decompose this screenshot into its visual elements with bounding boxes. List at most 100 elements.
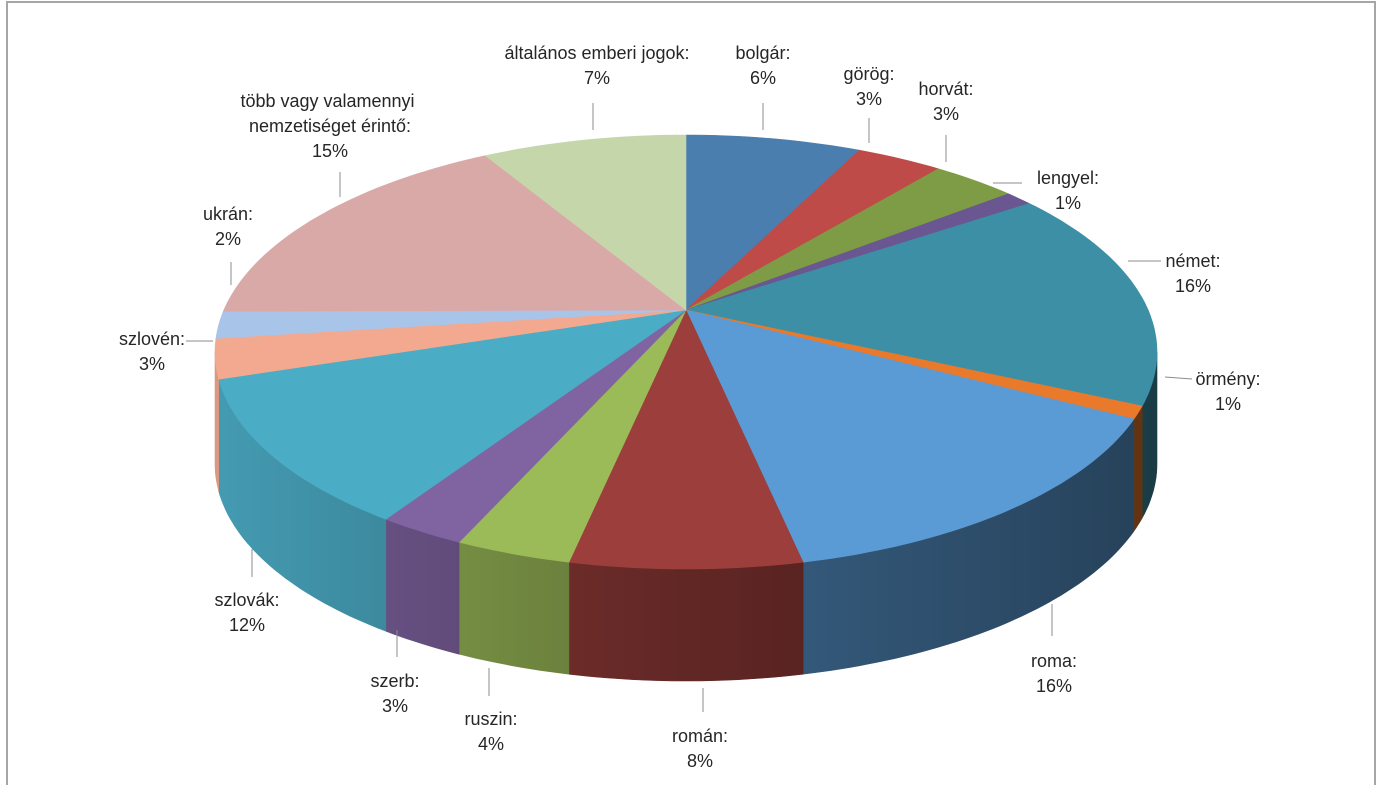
slice-side-ormeny (1133, 404, 1143, 533)
data-label-value: 12% (229, 615, 265, 635)
data-label-value-number: 16 (1036, 676, 1056, 696)
data-label-szloven: szlovén: 3% (119, 329, 185, 374)
data-label-value: 6% (750, 68, 776, 88)
data-label-roman: román: 8% (672, 726, 728, 771)
data-label-value: 3% (382, 696, 408, 716)
data-label-category: görög: (843, 64, 894, 84)
data-label-unit: % (488, 734, 504, 754)
data-label-value: 3% (856, 89, 882, 109)
data-label-category: román: (672, 726, 728, 746)
data-label-category-text: szlovák (214, 590, 275, 610)
slice-szloven (214, 309, 687, 380)
data-label-category: szerb: (370, 671, 419, 691)
slice-bolgar (685, 134, 860, 311)
slice-horvat (685, 168, 1009, 311)
slice-side-ruszin (458, 541, 570, 675)
slice-roma (685, 309, 1135, 563)
data-label-category-text: német (1165, 251, 1215, 271)
data-label-unit: % (225, 229, 241, 249)
data-label-category-text: horvát (918, 79, 968, 99)
data-label-lengyel: lengyel: 1% (1037, 168, 1099, 213)
slice-ruszin (458, 309, 687, 563)
data-label-value: 2% (215, 229, 241, 249)
data-label-value-number: 2 (215, 229, 225, 249)
slice-altalanos-emberi-jogok (485, 134, 687, 311)
data-label-value: 3% (139, 354, 165, 374)
data-label-category-text: román (672, 726, 723, 746)
data-label-category-text: szerb (370, 671, 414, 691)
data-label-ukran: ukrán: 2% (203, 204, 253, 249)
data-label-category-text: görög (843, 64, 889, 84)
data-label-category-text: örmény (1195, 369, 1255, 389)
data-label-category: roma: (1031, 651, 1077, 671)
data-label-value-number: 4 (478, 734, 488, 754)
data-label-category-text: bolgár (735, 43, 785, 63)
pie-side-walls (214, 351, 1158, 682)
data-label-value: 7% (584, 68, 610, 88)
data-label-category-text: roma (1031, 651, 1073, 671)
slice-ukran (215, 309, 687, 339)
slice-szlovak (218, 309, 687, 520)
slice-roman (568, 309, 804, 570)
data-label-category: szlovák: (214, 590, 279, 610)
data-label-category-text: általános emberi jogok (504, 43, 685, 63)
slice-gorog (685, 149, 939, 311)
data-label-value-number: 16 (1175, 276, 1195, 296)
data-label-category: általános emberi jogok: (504, 43, 689, 63)
data-label-category-line: több vagy valamennyi (240, 91, 419, 111)
data-label-unit: % (1065, 193, 1081, 213)
data-label-unit: % (1195, 276, 1211, 296)
data-label-value-number: 3 (382, 696, 392, 716)
data-label-value-number: 15 (312, 141, 332, 161)
data-label-value-number: 12 (229, 615, 249, 635)
data-label-value-number: 3 (139, 354, 149, 374)
data-label-szerb: szerb: 3% (370, 671, 419, 716)
slice-tobb-vagy-valamennyi-nemzetiseget-erinto (223, 155, 687, 312)
data-label-unit: % (943, 104, 959, 124)
data-label-category-text: lengyel (1037, 168, 1094, 188)
data-label-altalanos-emberi-jogok: általános emberi jogok: 7% (504, 43, 689, 88)
data-label-unit: % (149, 354, 165, 374)
data-label-value: 1% (1055, 193, 1081, 213)
data-label-value-number: 1 (1055, 193, 1065, 213)
data-label-category: örmény: (1195, 369, 1260, 389)
data-label-value: 4% (478, 734, 504, 754)
pie-slices (214, 134, 1158, 570)
data-label-unit: % (866, 89, 882, 109)
data-label-value-number: 6 (750, 68, 760, 88)
data-label-ruszin: ruszin: 4% (464, 709, 517, 754)
data-label-unit: % (332, 141, 348, 161)
leader-line-ormeny (1164, 376, 1193, 380)
data-label-value: 15% (312, 141, 348, 161)
data-label-value: 1% (1215, 394, 1241, 414)
data-label-unit: % (1225, 394, 1241, 414)
data-label-unit: % (760, 68, 776, 88)
data-label-value-number: 8 (687, 751, 697, 771)
slice-side-roman (568, 561, 804, 682)
data-label-value: 8% (687, 751, 713, 771)
data-label-category: német: (1165, 251, 1220, 271)
data-label-category: horvát: (918, 79, 973, 99)
data-label-category: ukrán: (203, 204, 253, 224)
data-label-value-number: 1 (1215, 394, 1225, 414)
data-label-category: ruszin: (464, 709, 517, 729)
data-label-value: 16% (1175, 276, 1211, 296)
data-label-roma: roma: 16% (1031, 651, 1077, 696)
data-label-horvat: horvát: 3% (918, 79, 973, 124)
data-label-category-line: nemzetiséget érintő: (249, 116, 411, 136)
data-label-unit: % (249, 615, 265, 635)
data-label-gorog: görög: 3% (843, 64, 894, 109)
data-label-unit: % (392, 696, 408, 716)
data-label-unit: % (594, 68, 610, 88)
slice-szerb (385, 309, 687, 543)
data-label-category-text: ruszin (464, 709, 512, 729)
chart-frame (6, 1, 1376, 785)
data-label-value-number: 3 (933, 104, 943, 124)
data-label-value-number: 3 (856, 89, 866, 109)
data-label-unit: % (697, 751, 713, 771)
data-label-category: szlovén: (119, 329, 185, 349)
data-label-szlovak: szlovák: 12% (214, 590, 279, 635)
data-label-ormeny: örmény: 1% (1195, 369, 1260, 414)
data-label-nemet: német: 16% (1165, 251, 1220, 296)
